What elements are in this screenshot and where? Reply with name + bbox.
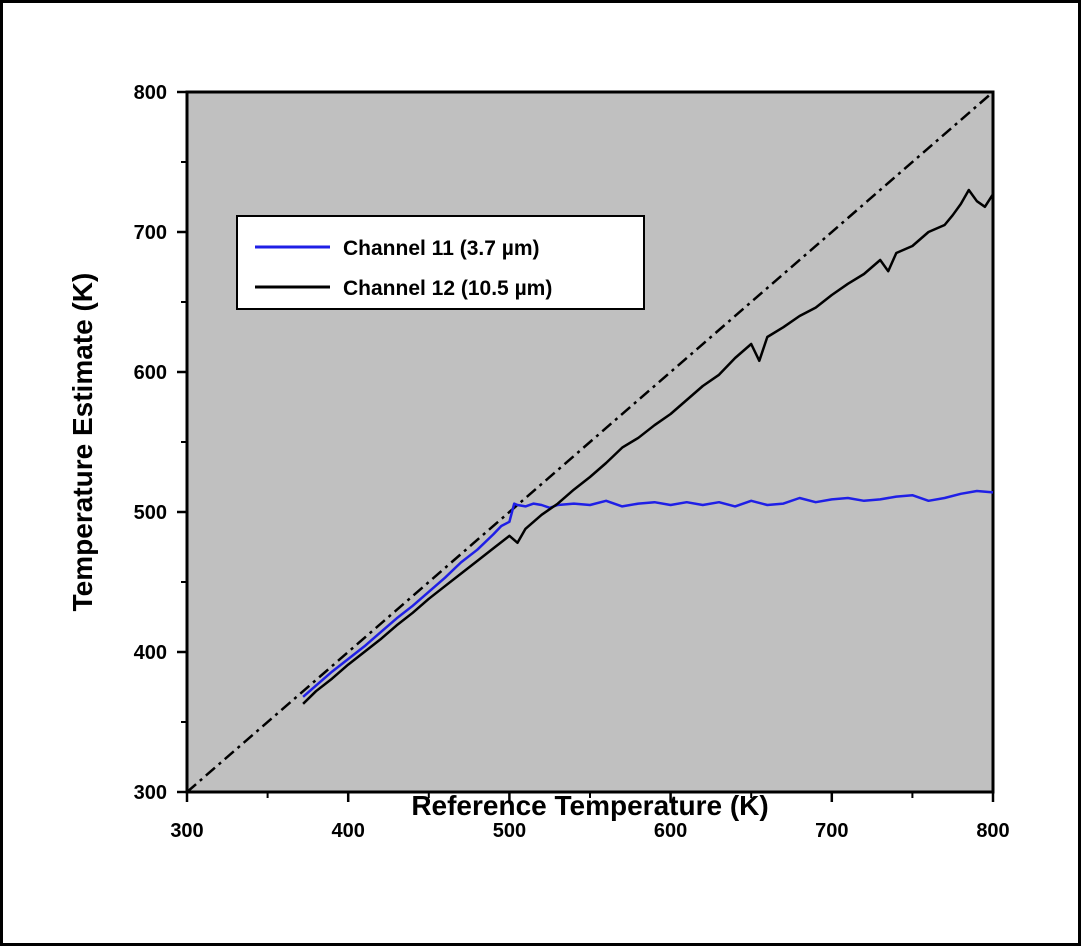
- x-tick-label: 800: [976, 820, 1009, 842]
- legend-label-channel-12: Channel 12 (10.5 µm): [343, 277, 552, 300]
- reference-line-1to1: [186, 91, 994, 793]
- x-tick-label: 500: [493, 820, 526, 842]
- x-tick-label: 400: [332, 820, 365, 842]
- x-tick-label: 300: [170, 820, 203, 842]
- y-tick-label: 400: [134, 642, 167, 664]
- legend-label-channel-11: Channel 11 (3.7 µm): [343, 237, 540, 260]
- x-axis-title: Reference Temperature (K): [411, 790, 768, 821]
- x-tick-label: 600: [654, 820, 687, 842]
- y-tick-label: 800: [134, 82, 167, 104]
- y-tick-label: 500: [134, 502, 167, 524]
- legend: Channel 11 (3.7 µm) Channel 12 (10.5 µm): [236, 215, 645, 310]
- y-tick-label: 300: [134, 782, 167, 804]
- y-tick-label: 700: [134, 222, 167, 244]
- legend-box: [236, 215, 645, 310]
- y-axis-title: Temperature Estimate (K): [67, 273, 98, 612]
- y-tick-label: 600: [134, 362, 167, 384]
- x-tick-label: 700: [815, 820, 848, 842]
- series-line-channel-11: [302, 489, 994, 698]
- series-line-channel-12: [302, 188, 995, 705]
